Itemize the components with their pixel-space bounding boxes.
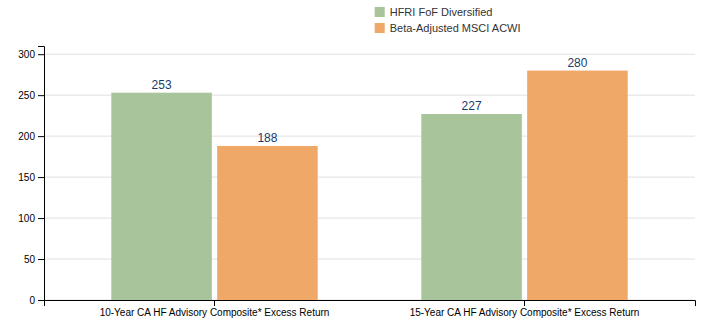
x-tick-mark bbox=[524, 300, 525, 306]
y-tick-label: 100 bbox=[18, 213, 35, 224]
grid-line bbox=[44, 54, 695, 55]
bar bbox=[217, 146, 318, 300]
x-axis-line bbox=[45, 301, 696, 307]
y-tick: 250 bbox=[18, 90, 44, 101]
bar bbox=[527, 71, 628, 300]
grid bbox=[44, 54, 695, 300]
y-tick-mark bbox=[38, 54, 44, 55]
y-tick-mark bbox=[38, 259, 44, 260]
legend-swatch bbox=[375, 7, 385, 17]
x-tick-label: 10-Year CA HF Advisory Composite* Excess… bbox=[100, 307, 330, 318]
y-tick: 100 bbox=[18, 213, 44, 224]
plot: 0 50 100 150 200 250 300 10-Year CA HF Advisory… bbox=[18, 47, 695, 319]
legend-label: Beta-Adjusted MSCI ACWI bbox=[390, 22, 521, 34]
legend-label: HFRI FoF Diversified bbox=[390, 6, 493, 18]
y-tick-label: 0 bbox=[29, 295, 35, 306]
y-tick: 150 bbox=[18, 172, 44, 183]
legend: HFRI FoF Diversified Beta-Adjusted MSCI A… bbox=[375, 6, 521, 34]
y-tick-label: 300 bbox=[18, 49, 35, 60]
data-label: 188 bbox=[257, 131, 277, 145]
y-tick-label: 150 bbox=[18, 172, 35, 183]
y-tick-label: 50 bbox=[24, 254, 36, 265]
bar bbox=[111, 93, 212, 300]
y-tick: 200 bbox=[18, 131, 44, 142]
y-tick-mark bbox=[38, 136, 44, 137]
x-axis: 10-Year CA HF Advisory Composite* Excess… bbox=[45, 300, 696, 318]
data-label: 280 bbox=[567, 56, 587, 70]
y-tick: 50 bbox=[24, 254, 44, 265]
y-tick: 300 bbox=[18, 49, 44, 60]
y-tick-mark bbox=[38, 177, 44, 178]
y-tick-mark bbox=[38, 95, 44, 96]
y-tick-label: 200 bbox=[18, 131, 35, 142]
x-tick-mark bbox=[214, 300, 215, 306]
y-tick-mark bbox=[38, 300, 44, 301]
y-axis-line bbox=[38, 47, 45, 301]
y-axis: 0 50 100 150 200 250 300 bbox=[18, 47, 44, 306]
chart: 0 50 100 150 200 250 300 10-Year CA HF Advisory… bbox=[0, 0, 715, 332]
y-tick-label: 250 bbox=[18, 90, 35, 101]
legend-swatch bbox=[375, 23, 385, 33]
y-tick: 0 bbox=[29, 295, 44, 306]
x-tick: 15-Year CA HF Advisory Composite* Excess… bbox=[410, 300, 640, 318]
legend-item: Beta-Adjusted MSCI ACWI bbox=[375, 22, 521, 34]
data-labels: 253 227 188 280 bbox=[152, 56, 588, 145]
legend-item: HFRI FoF Diversified bbox=[375, 6, 493, 18]
data-label: 227 bbox=[462, 99, 482, 113]
x-tick: 10-Year CA HF Advisory Composite* Excess… bbox=[100, 300, 330, 318]
bars bbox=[111, 71, 627, 300]
data-label: 253 bbox=[152, 78, 172, 92]
bar bbox=[421, 114, 522, 300]
x-tick-label: 15-Year CA HF Advisory Composite* Excess… bbox=[410, 307, 640, 318]
y-tick-mark bbox=[38, 218, 44, 219]
